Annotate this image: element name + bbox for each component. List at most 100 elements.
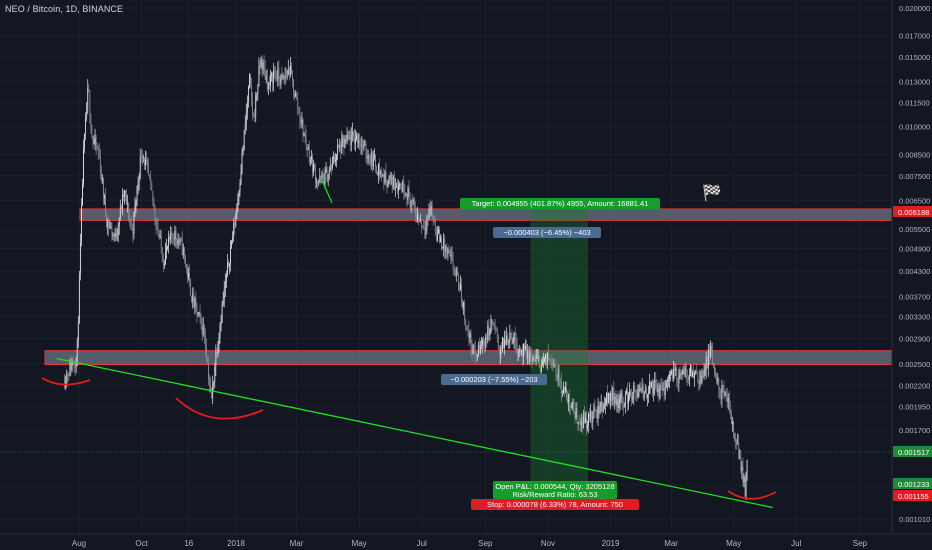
- candle-body: [138, 178, 140, 183]
- candle-body: [109, 226, 111, 228]
- candle-body: [115, 232, 117, 238]
- small-trendline: [320, 177, 333, 204]
- target-label-bg: [460, 198, 660, 209]
- candle-body: [414, 207, 416, 216]
- candle-body: [216, 352, 218, 355]
- candle-body: [572, 402, 574, 403]
- x-tick-label: Aug: [72, 539, 86, 548]
- candle-body: [683, 370, 685, 375]
- candle-body: [383, 174, 385, 184]
- candle-body: [464, 302, 466, 320]
- candle-body: [224, 282, 226, 289]
- candle-body: [258, 66, 260, 87]
- candle-body: [373, 154, 375, 157]
- candle-body: [107, 221, 109, 228]
- candle-body: [390, 174, 392, 180]
- candle-body: [548, 353, 550, 361]
- candle-body: [254, 115, 256, 117]
- candle-body: [742, 466, 744, 483]
- target-label: Target: 0.004955 (401.87%) 4955, Amount:…: [472, 199, 649, 208]
- candle-body: [334, 157, 335, 162]
- candle-body: [102, 178, 103, 180]
- candle-body: [618, 401, 620, 408]
- candle-body: [233, 222, 235, 238]
- x-tick-label: Jul: [417, 539, 427, 548]
- candle-body: [132, 227, 134, 235]
- target-area: [530, 208, 588, 485]
- candle-body: [649, 382, 650, 393]
- candle-body: [678, 375, 680, 383]
- candle-body: [148, 166, 150, 175]
- candle-body: [392, 176, 394, 188]
- candle-body: [547, 353, 549, 363]
- y-tick-label: 0.002200: [899, 382, 930, 391]
- candle-body: [468, 329, 470, 339]
- candle-body: [733, 421, 734, 435]
- candle-body: [587, 425, 588, 429]
- price-candles: [64, 54, 748, 501]
- candle-body: [411, 201, 413, 203]
- candle-body: [125, 190, 126, 195]
- candle-body: [578, 421, 580, 424]
- candle-body: [543, 360, 544, 362]
- candle-body: [170, 231, 172, 240]
- flag-icon[interactable]: 🏁: [702, 185, 722, 202]
- candle-body: [348, 137, 350, 139]
- candle-body: [480, 345, 481, 354]
- candle-body: [213, 382, 215, 385]
- candle-body: [375, 154, 376, 167]
- candle-body: [397, 187, 398, 191]
- candle-body: [717, 378, 719, 382]
- candle-body: [681, 374, 683, 375]
- candle-body: [541, 361, 543, 365]
- candle-body: [741, 466, 743, 471]
- candle-body: [316, 181, 318, 183]
- candle-body: [409, 196, 411, 208]
- candle-body: [108, 221, 110, 228]
- candle-body: [720, 396, 722, 399]
- candle-body: [708, 349, 710, 357]
- candle-body: [713, 363, 714, 365]
- candle-body: [535, 356, 537, 362]
- candle-body: [740, 457, 742, 471]
- candle-body: [627, 390, 628, 404]
- candle-body: [195, 298, 197, 306]
- candle-body: [193, 293, 195, 308]
- candle-body: [175, 230, 177, 240]
- candle-body: [112, 234, 114, 236]
- candle-body: [194, 298, 196, 308]
- candle-body: [561, 393, 563, 394]
- candle-body: [208, 363, 209, 381]
- candle-body: [441, 237, 442, 249]
- candle-body: [81, 205, 82, 243]
- candle-body: [379, 164, 381, 175]
- candle-body: [575, 408, 577, 418]
- candle-body: [685, 367, 687, 375]
- candle-body: [590, 411, 592, 418]
- candle-body: [123, 194, 124, 198]
- candle-body: [177, 240, 179, 245]
- x-tick-label: Sep: [853, 539, 868, 548]
- candle-body: [221, 304, 223, 323]
- candle-body: [432, 215, 434, 221]
- candle-body: [183, 247, 185, 255]
- candle-body: [620, 393, 622, 399]
- candle-body: [98, 151, 100, 158]
- candle-body: [600, 401, 602, 406]
- candle-body: [337, 145, 339, 155]
- candle-body: [266, 77, 268, 90]
- candle-body: [486, 337, 488, 341]
- candle-body: [701, 376, 703, 383]
- y-tick-label: 0.011500: [899, 99, 930, 108]
- candle-body: [89, 90, 91, 117]
- candle-body: [452, 258, 454, 269]
- candle-body: [612, 387, 614, 400]
- candle-body: [354, 137, 355, 144]
- candle-body: [526, 346, 528, 358]
- candle-body: [442, 248, 444, 249]
- candle-body: [358, 140, 360, 144]
- candle-body: [462, 300, 463, 308]
- candle-body: [421, 222, 423, 226]
- candle-body: [171, 231, 173, 237]
